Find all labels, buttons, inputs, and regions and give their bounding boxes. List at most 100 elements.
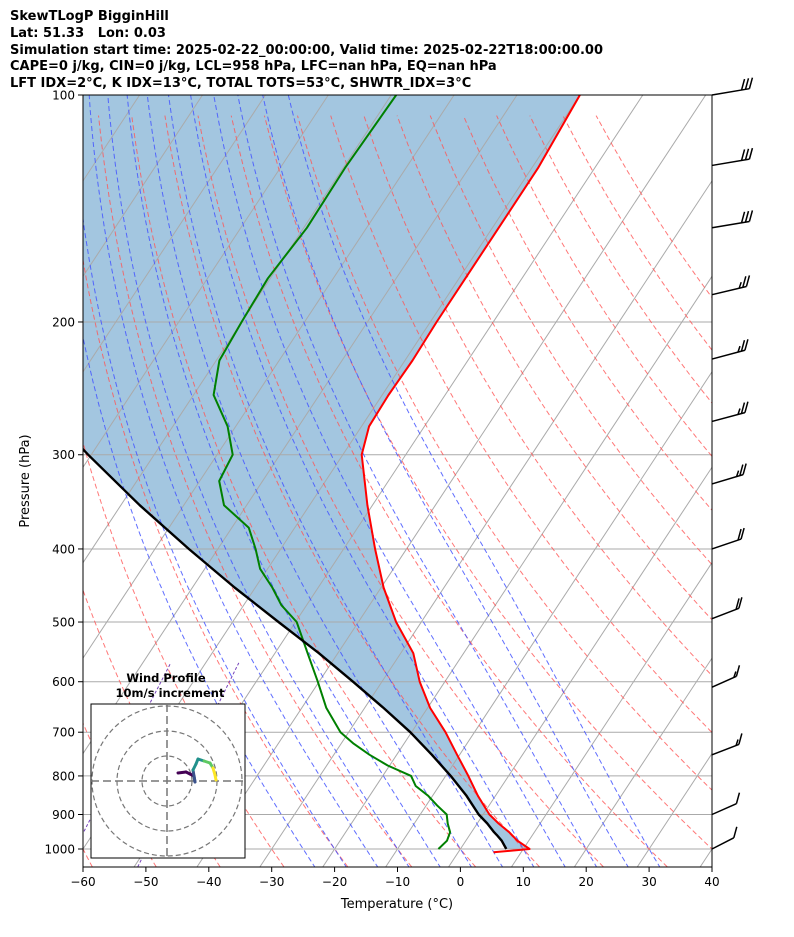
wind-barb-staff: [711, 607, 740, 620]
wind-barb: [711, 77, 754, 96]
wind-barb-half-flag: [735, 470, 740, 477]
y-tick-label: 800: [52, 769, 75, 783]
cape-fill-layer: [83, 95, 580, 849]
isotherm-line: [83, 95, 329, 469]
moist-adiabat-line: [83, 215, 347, 867]
wind-barb-flag: [740, 340, 746, 352]
chart-title: SkewTLogP BigginHill: [10, 9, 169, 24]
x-axis-ticks: −60 −50 −40 −30 −20 −10 0 10 20 30 40: [70, 867, 720, 889]
figure-title-block: SkewTLogP BigginHill Lat: 51.33 Lon: 0.0…: [10, 9, 603, 93]
wind-barb-flag: [742, 276, 747, 288]
dry-adiabat-line: [462, 115, 712, 512]
location-line: Lat: 51.33 Lon: 0.03: [10, 25, 166, 41]
isotherm-line: [322, 275, 712, 867]
wind-profile-title: Wind Profile: [126, 671, 206, 685]
y-tick-label: 100: [52, 89, 75, 103]
isotherm-line: [196, 95, 707, 867]
wind-barb: [711, 527, 745, 550]
isotherm-line: [83, 95, 455, 660]
isotherm-line: [83, 95, 266, 373]
cin-shaded-area: [83, 95, 580, 849]
wind-barb-staff: [711, 87, 750, 96]
wind-barb-flag: [744, 148, 750, 160]
y-tick-label: 700: [52, 726, 75, 740]
sounding-profiles: [83, 95, 581, 854]
wind-profile-inset: Wind Profile 10m/s increment: [90, 671, 246, 859]
dry-adiabat-line: [595, 115, 712, 299]
wind-barb-flag: [740, 149, 746, 161]
wind-barb-flag: [739, 464, 744, 476]
wind-profile-trace-segment: [213, 773, 218, 782]
wind-barb-flag: [744, 339, 749, 351]
isotherm-line: [636, 752, 712, 867]
wind-barb-flag: [748, 147, 754, 160]
isotherm-line: [573, 657, 712, 867]
wind-barb-flag: [744, 401, 749, 413]
wind-barb-flag: [740, 211, 746, 223]
isotherm-line: [83, 95, 392, 564]
y-tick-label: 900: [52, 808, 75, 822]
time-line: Simulation start time: 2025-02-22_00:00:…: [10, 42, 603, 58]
wind-barb: [711, 665, 741, 688]
wind-barb-staff: [711, 220, 750, 229]
wind-barb-staff: [711, 675, 737, 688]
x-tick-label: −10: [385, 875, 410, 889]
x-tick-label: 20: [579, 875, 594, 889]
wind-profile-subtitle: 10m/s increment: [116, 686, 225, 700]
wind-barb-half-flag: [737, 408, 741, 415]
dewpoint-profile-line: [212, 95, 452, 850]
wind-barb: [711, 733, 743, 756]
wind-barb: [711, 275, 751, 296]
temperature-profile-line: [360, 95, 581, 854]
wind-barb-staff: [711, 349, 746, 360]
y-tick-label: 400: [52, 542, 75, 556]
wind-barb-flag: [740, 78, 746, 91]
dry-adiabat-line: [131, 115, 477, 867]
dry-adiabat-line: [363, 115, 712, 677]
x-axis-label: Temperature (°C): [340, 897, 453, 912]
moist-adiabat-line: [107, 95, 410, 867]
parcel-profile-line: [83, 447, 508, 850]
wind-barb: [711, 401, 749, 423]
wind-barb-flag: [735, 665, 741, 677]
dry-adiabat-line: [83, 440, 285, 867]
dry-adiabat-line: [83, 847, 93, 867]
isotherm-line: [83, 95, 203, 278]
dry-adiabat-line: [230, 115, 668, 867]
dry-adiabat-line: [164, 115, 540, 867]
wind-barb: [711, 826, 738, 850]
wind-barb-flag: [748, 210, 754, 222]
dry-adiabat-line: [98, 115, 413, 867]
moist-adiabat-line: [287, 95, 661, 867]
y-tick-label: 500: [52, 616, 75, 630]
wind-barb-staff: [711, 837, 735, 850]
wind-barb: [711, 339, 749, 360]
dry-adiabat-line: [396, 115, 712, 621]
wind-barb-flag: [740, 527, 745, 540]
isotherm-line: [0, 95, 14, 867]
y-axis-ticks: 1000 900 800 700 600 500 400 300 200 100: [44, 89, 83, 857]
dry-adiabat-line: [297, 115, 712, 791]
x-tick-label: −30: [259, 875, 284, 889]
isotherm-line: [259, 179, 712, 867]
wind-barb-flag: [738, 733, 743, 745]
x-tick-label: 40: [704, 875, 719, 889]
wind-barb-flag: [744, 210, 750, 223]
moist-adiabat-line: [213, 95, 566, 867]
wind-barb: [711, 792, 741, 816]
isotherm-line: [0, 95, 77, 867]
indices-line-2: LFT IDX=2°C, K IDX=13°C, TOTAL TOTS=53°C…: [10, 76, 472, 92]
wind-barb-half-flag: [738, 281, 742, 289]
dry-adiabat-line: [330, 115, 712, 734]
wind-barb-flag: [735, 792, 741, 804]
wind-barb-staff: [711, 538, 742, 550]
dry-adiabat-line: [529, 115, 712, 404]
x-tick-label: −20: [322, 875, 347, 889]
wind-profile-plot: [91, 704, 245, 858]
indices-line-1: CAPE=0 j/kg, CIN=0 j/kg, LCL=958 hPa, LF…: [10, 59, 497, 75]
isotherm-line: [699, 848, 712, 867]
dry-adiabat-line: [197, 115, 604, 867]
x-tick-label: 30: [641, 875, 656, 889]
y-tick-label: 600: [52, 675, 75, 689]
y-tick-label: 300: [52, 448, 75, 462]
